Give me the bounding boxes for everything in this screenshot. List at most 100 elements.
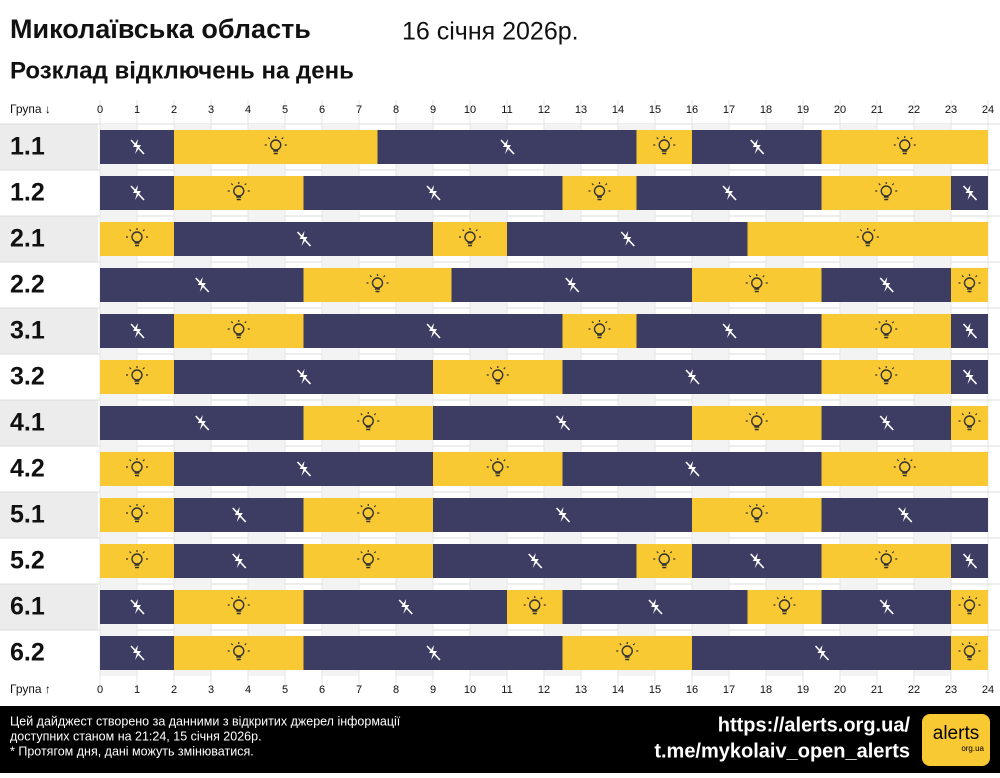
bulb <box>963 645 976 657</box>
segment <box>433 360 563 394</box>
bulb-base <box>236 334 242 339</box>
slash <box>620 231 635 247</box>
segment <box>821 130 988 164</box>
bulb-base <box>967 426 972 431</box>
bulb-icon <box>227 642 250 661</box>
bulb-icon <box>745 504 768 523</box>
no-power-icon <box>195 277 210 293</box>
segment <box>821 360 951 394</box>
x-tick-label: 17 <box>723 104 735 116</box>
segment <box>174 636 304 670</box>
bulb-icon <box>856 228 879 247</box>
bulb-base <box>375 288 380 293</box>
no-power-icon <box>426 645 441 661</box>
x-tick-label: 18 <box>760 104 772 116</box>
bulb-icon <box>653 136 676 155</box>
bulb-rays <box>653 136 676 146</box>
bulb-icon <box>357 550 380 569</box>
no-power-icon <box>555 507 571 523</box>
segment <box>433 452 563 486</box>
row-label: 6.1 <box>10 593 45 621</box>
row-label-bg <box>0 170 98 216</box>
slash <box>565 277 580 293</box>
logo-bg <box>922 714 990 766</box>
no-power-icon <box>130 185 145 201</box>
no-power-icon <box>296 231 312 247</box>
no-power-icon <box>750 139 765 155</box>
x-tick-label: 16 <box>686 104 698 116</box>
row-label: 1.2 <box>10 179 45 207</box>
x-tick-label: 21 <box>871 104 883 116</box>
bulb-base <box>902 472 908 477</box>
no-power-icon <box>879 415 894 431</box>
segment <box>747 222 988 256</box>
no-power-icon <box>195 415 210 431</box>
bulb-icon <box>958 274 981 293</box>
slash <box>130 139 145 155</box>
bulb-rays <box>486 458 509 468</box>
slash <box>962 323 978 339</box>
bulb <box>233 323 245 335</box>
bulb <box>362 507 374 519</box>
bulb-rays <box>856 228 879 238</box>
bulb-rays <box>227 642 250 652</box>
bulb-icon <box>264 136 287 155</box>
bulb-icon <box>126 504 148 523</box>
slash <box>130 599 145 615</box>
row-label-bg <box>0 584 98 630</box>
segment <box>100 222 174 256</box>
hour-stripe <box>396 124 433 676</box>
link[interactable]: https://alerts.org.ua/ <box>718 714 911 736</box>
row-label: 3.2 <box>10 363 45 391</box>
axis-label-bottom: Група ↑ <box>10 682 51 696</box>
bulb-rays <box>745 412 768 422</box>
bulb-icon <box>958 642 981 661</box>
bulb <box>270 139 282 151</box>
bulb-rays <box>227 182 250 192</box>
x-tick-label: 14 <box>612 684 624 696</box>
x-tick-label: 12 <box>538 684 550 696</box>
slash <box>879 599 894 615</box>
bulb-rays <box>357 412 380 422</box>
segment <box>951 268 988 302</box>
bulb <box>751 415 763 427</box>
bulb <box>751 507 763 519</box>
row-label: 4.2 <box>10 455 45 483</box>
x-tick-label: 1 <box>134 104 140 116</box>
bulb-icon <box>366 274 389 293</box>
bulb <box>492 369 504 381</box>
bulb-rays <box>958 642 981 652</box>
segment <box>562 636 692 670</box>
bulb <box>963 277 976 289</box>
bulb <box>233 185 245 197</box>
x-tick-label: 0 <box>97 104 103 116</box>
x-tick-label: 6 <box>319 104 325 116</box>
subtitle: Розклад відключень на день <box>10 57 354 84</box>
segment <box>433 222 507 256</box>
bulb-icon <box>126 366 148 385</box>
segment <box>951 636 988 670</box>
slash <box>296 369 312 385</box>
segment <box>100 360 174 394</box>
segment <box>821 452 988 486</box>
bulb-base <box>273 150 279 155</box>
link[interactable]: t.me/mykolaiv_open_alerts <box>654 740 910 762</box>
bulb <box>621 645 633 657</box>
bulb-icon <box>958 596 981 615</box>
row-label-bg <box>0 492 98 538</box>
bulb-rays <box>523 596 546 606</box>
segment <box>100 452 174 486</box>
bulb-rays <box>773 596 796 606</box>
bulb-icon <box>875 550 898 569</box>
segment <box>174 590 304 624</box>
bulb-base <box>967 288 972 293</box>
bulb-rays <box>958 274 981 284</box>
x-tick-label: 8 <box>393 684 399 696</box>
axis-label-top: Група ↓ <box>10 102 51 116</box>
slash <box>528 553 543 569</box>
x-tick-label: 20 <box>834 104 846 116</box>
no-power-icon <box>398 599 413 615</box>
bulb <box>899 461 911 473</box>
